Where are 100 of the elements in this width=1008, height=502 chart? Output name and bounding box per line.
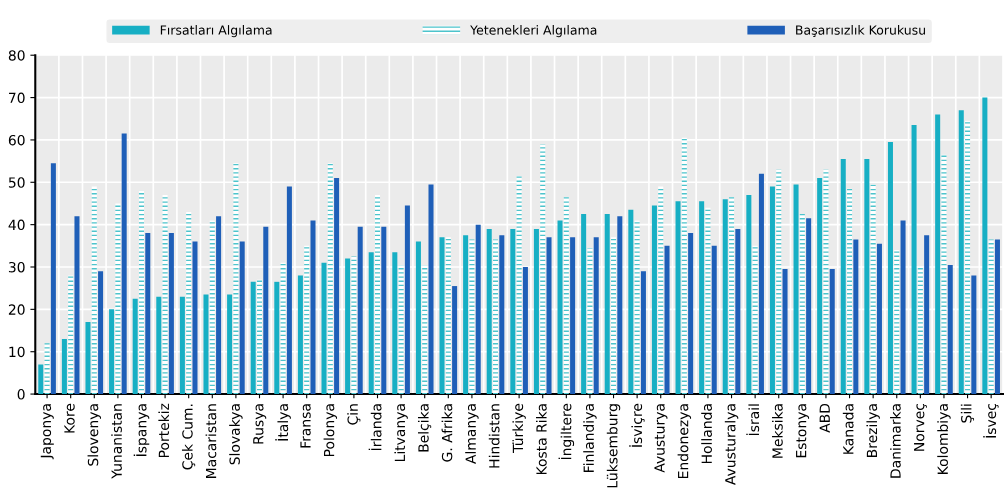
bar <box>297 275 303 395</box>
bar <box>722 199 728 395</box>
x-tick-label: Polonya <box>323 404 338 456</box>
x-tick-label: Fransa <box>300 404 311 448</box>
bar <box>351 256 357 395</box>
y-tick-label: 80 <box>8 50 25 61</box>
bar <box>310 220 316 395</box>
bar <box>935 114 941 395</box>
bar <box>121 133 127 395</box>
bar <box>829 269 835 395</box>
bar <box>533 228 539 395</box>
x-tick-label: Kanada <box>842 404 854 454</box>
bar <box>675 201 681 395</box>
y-tick-label: 50 <box>8 177 25 188</box>
x-tick-label: Kosta Rika <box>536 404 547 475</box>
bar <box>769 186 775 395</box>
bar <box>156 296 162 395</box>
y-tick-label: 10 <box>9 346 25 358</box>
bar <box>540 144 546 395</box>
bar <box>924 235 930 395</box>
bar <box>688 233 694 395</box>
bar <box>452 286 458 395</box>
x-tick-label: Norveç <box>914 403 927 451</box>
bar <box>109 309 115 395</box>
bar <box>557 220 563 395</box>
x-tick-label: Brezilya <box>866 404 880 457</box>
bar <box>894 250 900 395</box>
bar <box>840 158 846 395</box>
bar <box>304 245 310 395</box>
bar <box>475 224 481 395</box>
bar <box>493 239 499 395</box>
bar <box>327 163 333 395</box>
bar <box>280 262 286 395</box>
bar <box>947 264 953 395</box>
bar <box>681 137 687 395</box>
x-tick-label: Slovenya <box>87 404 102 466</box>
x-tick-label: Japonya <box>40 404 54 460</box>
bar <box>711 245 717 395</box>
bar <box>752 245 758 395</box>
x-tick-label: Macaristan <box>205 404 217 478</box>
x-tick-label: Çin <box>347 404 361 425</box>
bar <box>115 203 121 395</box>
x-tick-label: Finlandiya <box>583 404 597 472</box>
bar <box>617 216 623 395</box>
x-tick-label: Yunanistan <box>111 404 122 479</box>
bar <box>61 339 67 395</box>
x-tick-label: ABD <box>819 403 830 433</box>
bar <box>334 178 340 395</box>
x-tick-label: İrlanda <box>368 404 382 451</box>
y-tick-label: 0 <box>17 389 25 400</box>
y-tick-label: 60 <box>8 134 25 146</box>
bar <box>982 97 988 395</box>
x-tick-label: Çek Cum. <box>181 404 196 470</box>
bar <box>587 247 593 395</box>
x-tick-label: G. Afrika <box>441 404 453 462</box>
y-tick-label: 70 <box>9 92 25 104</box>
bar <box>162 195 168 395</box>
bar <box>823 169 829 395</box>
bar <box>74 216 80 395</box>
x-tick-label: Hindistan <box>488 404 500 468</box>
bar <box>570 237 576 395</box>
bar <box>563 197 569 395</box>
bar <box>98 271 104 395</box>
legend-label: Yetenekleri Algılama <box>470 25 597 38</box>
bar <box>233 163 239 395</box>
bar <box>746 195 752 395</box>
bar <box>227 294 233 395</box>
bar <box>546 237 552 395</box>
bar <box>971 275 977 395</box>
x-tick-label: Almanya <box>465 404 479 464</box>
bar <box>486 228 492 395</box>
bar <box>445 237 451 395</box>
bar <box>179 296 185 395</box>
bar <box>593 237 599 395</box>
bar <box>398 264 404 395</box>
bar <box>274 281 280 395</box>
bar <box>345 258 351 395</box>
bar <box>941 154 947 395</box>
x-tick-label: Portekiz <box>158 403 170 457</box>
bar <box>729 197 735 395</box>
bar <box>321 262 327 395</box>
x-tick-label: Rusya <box>253 404 267 444</box>
bar <box>911 125 917 395</box>
bar <box>758 173 764 395</box>
bar <box>958 110 964 395</box>
bar <box>374 195 381 395</box>
bar <box>286 186 292 395</box>
bar <box>250 281 256 395</box>
bar <box>853 239 859 395</box>
bar <box>381 226 387 395</box>
x-tick-label: Belçika <box>417 404 432 452</box>
bar <box>392 252 398 395</box>
bar <box>44 343 50 395</box>
bar <box>581 214 587 395</box>
x-tick-label: Türkiye <box>512 403 526 453</box>
bar <box>186 211 192 395</box>
bar <box>404 205 410 395</box>
bar <box>239 241 245 395</box>
bar <box>994 239 1000 395</box>
bar <box>988 239 994 395</box>
